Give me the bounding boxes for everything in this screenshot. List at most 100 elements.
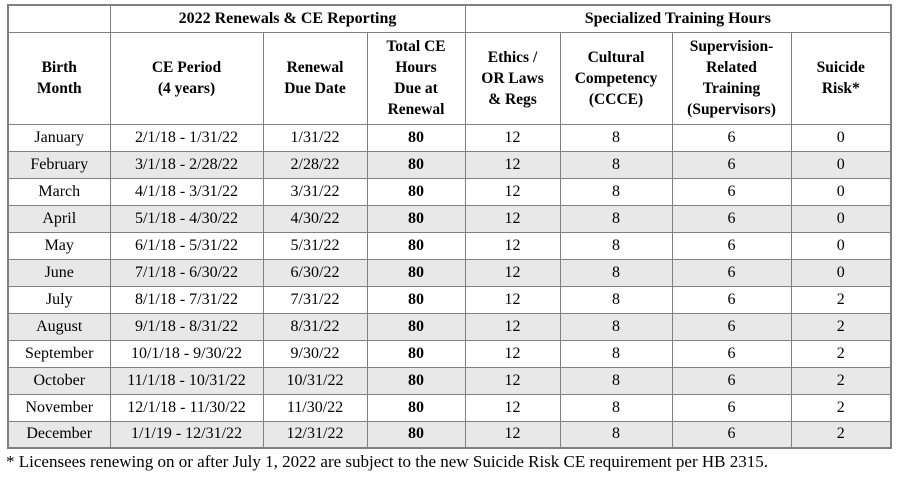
cell-ce-period: 12/1/18 - 11/30/22 xyxy=(109,393,264,422)
cell-ce-period: 8/1/18 - 7/31/22 xyxy=(109,285,264,314)
cell-supervision-hours: 6 xyxy=(671,420,792,449)
cell-total-ce-hours: 80 xyxy=(366,258,466,287)
cell-suicide-risk-hours: 2 xyxy=(790,393,892,422)
cell-suicide-risk-hours: 0 xyxy=(790,123,892,152)
cell-suicide-risk-hours: 0 xyxy=(790,177,892,206)
cell-cultural-hours: 8 xyxy=(559,150,673,179)
table-row: March 4/1/18 - 3/31/22 3/31/22 80 12 8 6… xyxy=(7,177,892,206)
cell-total-ce-hours: 80 xyxy=(366,150,466,179)
cell-cultural-hours: 8 xyxy=(559,177,673,206)
group-header-row: 2022 Renewals & CE Reporting Specialized… xyxy=(7,4,892,33)
cell-supervision-hours: 6 xyxy=(671,204,792,233)
cell-renewal-due-date: 12/31/22 xyxy=(262,420,368,449)
footnote: * Licensees renewing on or after July 1,… xyxy=(6,452,768,471)
cell-ce-period: 4/1/18 - 3/31/22 xyxy=(109,177,264,206)
cell-ce-period: 10/1/18 - 9/30/22 xyxy=(109,339,264,368)
group-header-renewals: 2022 Renewals & CE Reporting xyxy=(109,4,466,33)
cell-birth-month: September xyxy=(7,339,111,368)
group-header-empty-cell xyxy=(7,4,111,33)
table-row: September 10/1/18 - 9/30/22 9/30/22 80 1… xyxy=(7,339,892,368)
cell-total-ce-hours: 80 xyxy=(366,312,466,341)
cell-birth-month: November xyxy=(7,393,111,422)
cell-birth-month: June xyxy=(7,258,111,287)
cell-suicide-risk-hours: 0 xyxy=(790,204,892,233)
cell-ethics-hours: 12 xyxy=(464,204,561,233)
table-row: October 11/1/18 - 10/31/22 10/31/22 80 1… xyxy=(7,366,892,395)
cell-total-ce-hours: 80 xyxy=(366,420,466,449)
cell-ce-period: 6/1/18 - 5/31/22 xyxy=(109,231,264,260)
column-header-row: Birth Month CE Period (4 years) Renewal … xyxy=(7,31,892,125)
cell-ethics-hours: 12 xyxy=(464,258,561,287)
cell-renewal-due-date: 3/31/22 xyxy=(262,177,368,206)
cell-renewal-due-date: 6/30/22 xyxy=(262,258,368,287)
column-header-cultural-competency: Cultural Competency (CCCE) xyxy=(559,31,673,125)
cell-renewal-due-date: 10/31/22 xyxy=(262,366,368,395)
cell-suicide-risk-hours: 2 xyxy=(790,312,892,341)
cell-supervision-hours: 6 xyxy=(671,366,792,395)
cell-ethics-hours: 12 xyxy=(464,150,561,179)
cell-cultural-hours: 8 xyxy=(559,339,673,368)
cell-birth-month: February xyxy=(7,150,111,179)
cell-renewal-due-date: 1/31/22 xyxy=(262,123,368,152)
cell-ce-period: 9/1/18 - 8/31/22 xyxy=(109,312,264,341)
cell-total-ce-hours: 80 xyxy=(366,393,466,422)
cell-ce-period: 11/1/18 - 10/31/22 xyxy=(109,366,264,395)
cell-supervision-hours: 6 xyxy=(671,285,792,314)
cell-supervision-hours: 6 xyxy=(671,393,792,422)
cell-cultural-hours: 8 xyxy=(559,231,673,260)
cell-cultural-hours: 8 xyxy=(559,123,673,152)
cell-cultural-hours: 8 xyxy=(559,204,673,233)
cell-cultural-hours: 8 xyxy=(559,393,673,422)
cell-supervision-hours: 6 xyxy=(671,231,792,260)
cell-renewal-due-date: 4/30/22 xyxy=(262,204,368,233)
cell-supervision-hours: 6 xyxy=(671,150,792,179)
cell-birth-month: July xyxy=(7,285,111,314)
table-row: December 1/1/19 - 12/31/22 12/31/22 80 1… xyxy=(7,420,892,449)
cell-suicide-risk-hours: 2 xyxy=(790,339,892,368)
cell-ethics-hours: 12 xyxy=(464,366,561,395)
cell-ethics-hours: 12 xyxy=(464,393,561,422)
table-row: April 5/1/18 - 4/30/22 4/30/22 80 12 8 6… xyxy=(7,204,892,233)
table-row: June 7/1/18 - 6/30/22 6/30/22 80 12 8 6 … xyxy=(7,258,892,287)
ce-renewals-table: 2022 Renewals & CE Reporting Specialized… xyxy=(7,4,893,449)
cell-total-ce-hours: 80 xyxy=(366,285,466,314)
cell-suicide-risk-hours: 2 xyxy=(790,420,892,449)
cell-cultural-hours: 8 xyxy=(559,258,673,287)
cell-renewal-due-date: 7/31/22 xyxy=(262,285,368,314)
table-row: January 2/1/18 - 1/31/22 1/31/22 80 12 8… xyxy=(7,123,892,152)
cell-supervision-hours: 6 xyxy=(671,312,792,341)
cell-supervision-hours: 6 xyxy=(671,339,792,368)
cell-renewal-due-date: 11/30/22 xyxy=(262,393,368,422)
cell-renewal-due-date: 8/31/22 xyxy=(262,312,368,341)
cell-supervision-hours: 6 xyxy=(671,123,792,152)
column-header-supervision: Supervision- Related Training (Superviso… xyxy=(671,31,792,125)
column-header-ethics: Ethics / OR Laws & Regs xyxy=(464,31,561,125)
cell-supervision-hours: 6 xyxy=(671,177,792,206)
group-header-specialized: Specialized Training Hours xyxy=(464,4,892,33)
cell-birth-month: December xyxy=(7,420,111,449)
cell-birth-month: March xyxy=(7,177,111,206)
cell-total-ce-hours: 80 xyxy=(366,204,466,233)
table-row: August 9/1/18 - 8/31/22 8/31/22 80 12 8 … xyxy=(7,312,892,341)
cell-ce-period: 5/1/18 - 4/30/22 xyxy=(109,204,264,233)
column-header-renewal-due-date: Renewal Due Date xyxy=(262,31,368,125)
cell-suicide-risk-hours: 2 xyxy=(790,285,892,314)
cell-suicide-risk-hours: 0 xyxy=(790,258,892,287)
cell-renewal-due-date: 2/28/22 xyxy=(262,150,368,179)
cell-total-ce-hours: 80 xyxy=(366,366,466,395)
cell-ethics-hours: 12 xyxy=(464,312,561,341)
table-row: November 12/1/18 - 11/30/22 11/30/22 80 … xyxy=(7,393,892,422)
cell-ethics-hours: 12 xyxy=(464,123,561,152)
cell-cultural-hours: 8 xyxy=(559,420,673,449)
cell-ethics-hours: 12 xyxy=(464,339,561,368)
cell-renewal-due-date: 9/30/22 xyxy=(262,339,368,368)
cell-cultural-hours: 8 xyxy=(559,285,673,314)
cell-cultural-hours: 8 xyxy=(559,366,673,395)
column-header-suicide-risk: Suicide Risk* xyxy=(790,31,892,125)
cell-birth-month: May xyxy=(7,231,111,260)
table-row: May 6/1/18 - 5/31/22 5/31/22 80 12 8 6 0 xyxy=(7,231,892,260)
cell-cultural-hours: 8 xyxy=(559,312,673,341)
cell-suicide-risk-hours: 2 xyxy=(790,366,892,395)
cell-total-ce-hours: 80 xyxy=(366,123,466,152)
